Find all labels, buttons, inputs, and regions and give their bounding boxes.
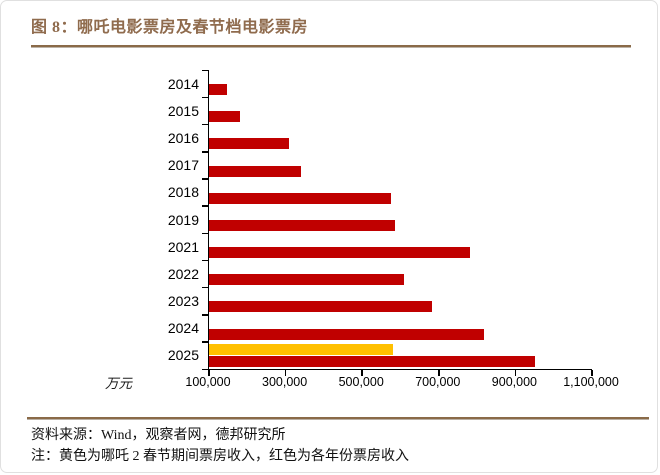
x-axis-tick <box>591 370 593 376</box>
x-axis-label-300,000: 300,000 <box>262 375 308 389</box>
y-axis-label-2017: 2017 <box>167 157 199 174</box>
footer-rule <box>27 417 649 420</box>
chart-row-2016 <box>209 124 592 151</box>
y-axis-label-2014: 2014 <box>167 75 199 92</box>
x-axis-tick <box>438 370 440 376</box>
chart-row-2014 <box>209 70 592 97</box>
figure-title: 图 8：哪吒电影票房及春节档电影票房 <box>31 19 309 36</box>
y-axis-tick <box>202 286 208 289</box>
bar-total-2021 <box>209 247 471 259</box>
chart-row-2023 <box>209 287 592 314</box>
y-axis-label-2016: 2016 <box>167 129 199 146</box>
chart-row-2015 <box>209 97 592 124</box>
x-axis-label-1,100,000: 1,100,000 <box>563 375 619 389</box>
y-axis-tick <box>202 96 208 99</box>
x-axis-label-500,000: 500,000 <box>338 375 384 389</box>
x-axis-label-100,000: 100,000 <box>185 375 231 389</box>
y-axis-tick <box>202 123 208 126</box>
x-axis-tick <box>361 370 363 376</box>
bar-total-2018 <box>209 192 391 204</box>
bar-total-2024 <box>209 328 485 340</box>
x-axis-tick <box>514 370 517 376</box>
bar-total-2016 <box>209 138 289 150</box>
y-axis-label-2019: 2019 <box>167 211 199 228</box>
title-rule <box>31 45 631 48</box>
x-axis-tick <box>208 370 210 376</box>
y-axis-label-2021: 2021 <box>167 238 199 255</box>
chart-row-2022 <box>209 260 592 287</box>
y-axis-tick <box>202 341 208 343</box>
plot-area <box>202 69 593 376</box>
bar-total-2017 <box>209 165 301 177</box>
x-axis-tick <box>284 370 287 376</box>
y-axis-label-2022: 2022 <box>167 265 199 282</box>
source-line: 资料来源：Wind，观察者网，德邦研究所 <box>31 428 286 443</box>
y-axis-tick <box>202 259 208 262</box>
y-axis-tick <box>202 368 208 370</box>
y-axis-tick <box>202 151 208 153</box>
chart-row-2021 <box>209 233 592 260</box>
bar-total-2019 <box>209 219 395 231</box>
axis-unit-label: 万元 <box>105 376 132 391</box>
y-axis-label-2024: 2024 <box>167 320 199 337</box>
chart-row-2024 <box>209 315 592 342</box>
y-axis-label-2015: 2015 <box>167 102 199 119</box>
y-axis-label-2025: 2025 <box>167 347 199 364</box>
bar-total-2014 <box>209 84 228 95</box>
chart-row-2019 <box>209 206 592 233</box>
bar-total-2015 <box>209 111 241 123</box>
chart-row-2017 <box>209 152 592 179</box>
y-axis-tick <box>202 178 208 180</box>
bar-nezha2-2025 <box>209 344 393 356</box>
x-axis-label-700,000: 700,000 <box>415 375 461 389</box>
y-axis-tick <box>202 314 208 316</box>
bar-total-2025 <box>209 355 535 367</box>
bar-total-2022 <box>209 274 404 286</box>
y-axis-tick <box>202 232 208 235</box>
y-axis-label-2023: 2023 <box>167 293 199 310</box>
y-axis-tick <box>202 205 208 207</box>
note-line: 注：黄色为哪吒 2 春节期间票房收入，红色为各年份票房收入 <box>31 449 409 464</box>
x-axis-label-900,000: 900,000 <box>491 375 537 389</box>
y-axis-tick <box>202 69 208 71</box>
bar-total-2023 <box>209 301 432 313</box>
y-axis-label-2018: 2018 <box>167 184 199 201</box>
chart-row-2018 <box>209 179 592 206</box>
chart-row-2025 <box>209 342 592 369</box>
